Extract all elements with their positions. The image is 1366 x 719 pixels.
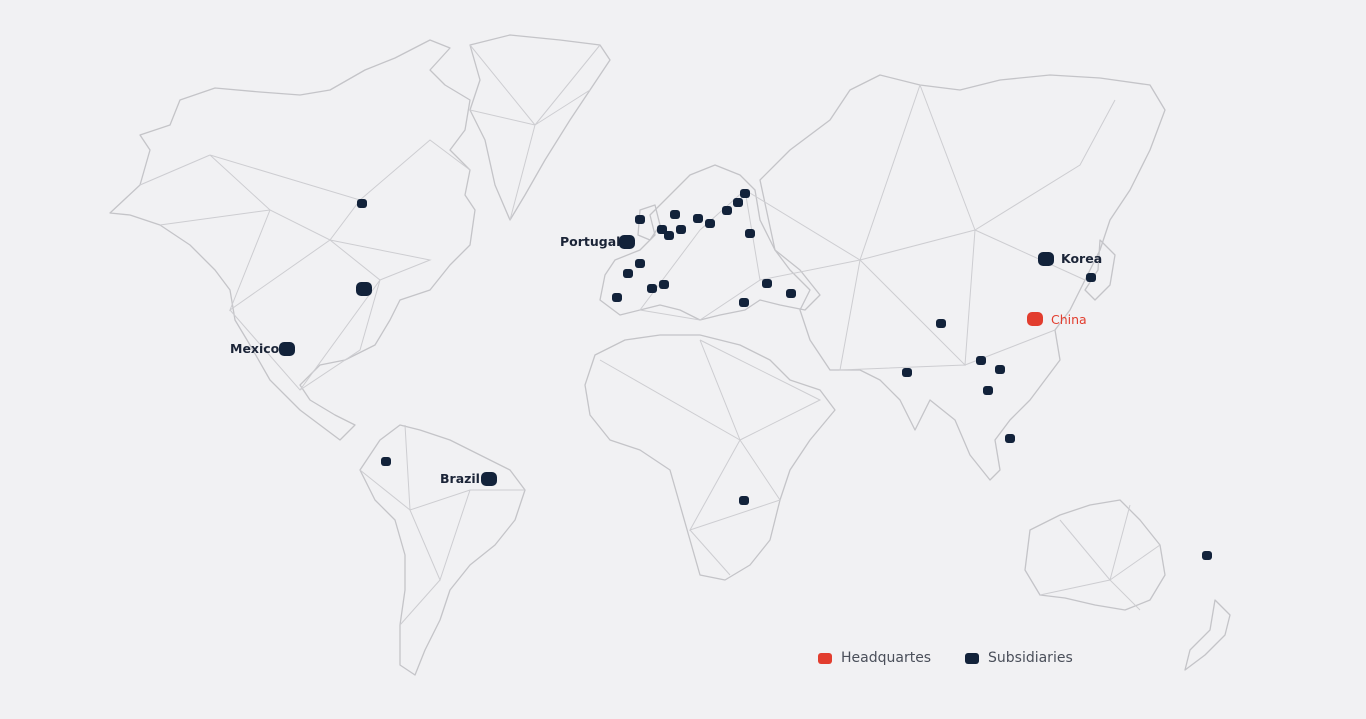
label-mexico: Mexico — [230, 341, 280, 356]
subsidiary-marker[interactable] — [995, 365, 1005, 374]
subsidiary-marker[interactable] — [786, 289, 796, 298]
label-china: China — [1051, 312, 1087, 327]
subsidiary-marker[interactable] — [356, 282, 372, 296]
subsidiary-marker-mexico[interactable] — [279, 342, 295, 356]
subsidiary-marker-korea[interactable] — [1038, 252, 1054, 266]
legend-subsidiaries-label: Subsidiaries — [988, 650, 1073, 666]
subsidiary-marker[interactable] — [676, 225, 686, 234]
subsidiary-marker[interactable] — [739, 298, 749, 307]
south-america-outline — [359, 424, 526, 676]
north-america-outline — [109, 39, 476, 441]
subsidiary-marker[interactable] — [659, 280, 669, 289]
headquarters-swatch — [818, 652, 832, 664]
subsidiary-marker[interactable] — [647, 284, 657, 293]
legend-headquarters: Headquartes — [818, 650, 931, 666]
subsidiary-marker[interactable] — [983, 386, 993, 395]
label-korea: Korea — [1061, 251, 1103, 266]
subsidiary-marker[interactable] — [762, 279, 772, 288]
japan-outline — [1084, 239, 1116, 301]
subsidiary-marker[interactable] — [623, 269, 633, 278]
africa-outline — [584, 334, 836, 581]
subsidiary-marker[interactable] — [612, 293, 622, 302]
subsidiary-marker[interactable] — [1202, 551, 1212, 560]
subsidiary-marker[interactable] — [936, 319, 946, 328]
europe-outline — [599, 164, 821, 321]
subsidiary-marker-brazil[interactable] — [481, 472, 497, 486]
subsidiary-marker[interactable] — [902, 368, 912, 377]
subsidiary-marker[interactable] — [745, 229, 755, 238]
greenland-outline — [469, 34, 611, 221]
subsidiary-marker[interactable] — [740, 189, 750, 198]
subsidiaries-swatch — [965, 652, 979, 664]
continent-outlines — [109, 34, 1231, 676]
subsidiary-marker[interactable] — [357, 199, 367, 208]
asia-outline — [759, 74, 1166, 481]
subsidiary-marker[interactable] — [705, 219, 715, 228]
subsidiary-marker[interactable] — [1086, 273, 1096, 282]
subsidiary-marker[interactable] — [657, 225, 667, 234]
label-brazil: Brazil — [440, 471, 480, 486]
subsidiary-marker[interactable] — [381, 457, 391, 466]
subsidiary-marker[interactable] — [976, 356, 986, 365]
network-lines — [139, 44, 1161, 626]
label-portugal: Portugal — [560, 234, 621, 249]
subsidiary-marker[interactable] — [635, 259, 645, 268]
headquarters-marker-china[interactable] — [1027, 312, 1043, 326]
uk-outline — [637, 204, 661, 241]
new-zealand-outline — [1184, 599, 1231, 671]
subsidiary-marker[interactable] — [1005, 434, 1015, 443]
subsidiary-marker[interactable] — [722, 206, 732, 215]
subsidiary-marker[interactable] — [670, 210, 680, 219]
subsidiary-marker[interactable] — [635, 215, 645, 224]
legend-headquarters-label: Headquartes — [841, 650, 932, 666]
subsidiary-marker[interactable] — [664, 231, 674, 240]
subsidiary-marker[interactable] — [739, 496, 749, 505]
subsidiary-marker-portugal[interactable] — [619, 235, 635, 249]
subsidiary-marker[interactable] — [733, 198, 743, 207]
legend-subsidiaries: Subsidiaries — [965, 650, 1073, 666]
subsidiary-marker[interactable] — [693, 214, 703, 223]
australia-outline — [1024, 499, 1166, 611]
